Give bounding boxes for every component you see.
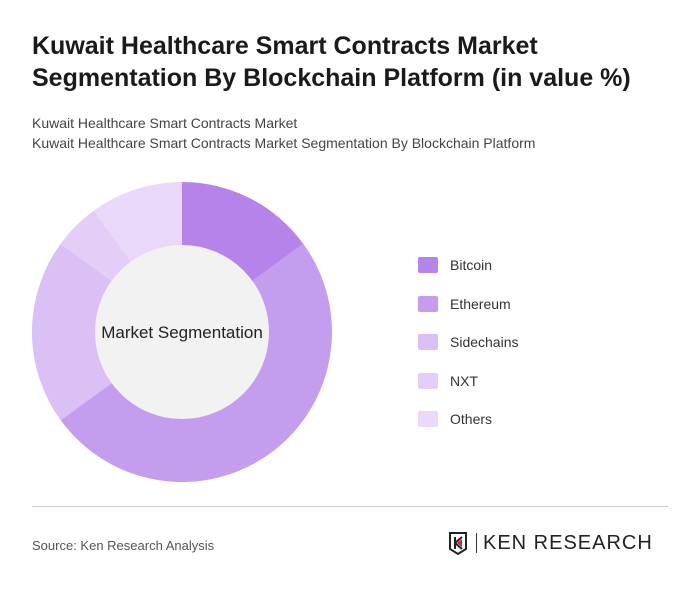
divider: [32, 506, 668, 507]
chart-title: Kuwait Healthcare Smart Contracts Market…: [32, 32, 631, 92]
donut-chart: Market Segmentation: [31, 182, 332, 483]
logo-text: KEN RESEARCH: [476, 533, 653, 553]
subtitle-market: Kuwait Healthcare Smart Contracts Market: [32, 115, 298, 131]
legend-label: Ethereum: [450, 295, 511, 312]
ken-logo-icon: [449, 532, 467, 555]
legend-item-others: Others: [418, 400, 519, 439]
legend: Bitcoin Ethereum Sidechains NXT Others: [418, 246, 519, 439]
center-label: Market Segmentation: [101, 323, 263, 342]
legend-swatch: [418, 295, 438, 312]
source-note: Source: Ken Research Analysis: [32, 538, 215, 553]
subtitle-segmentation: Kuwait Healthcare Smart Contracts Market…: [32, 135, 536, 151]
legend-swatch: [418, 411, 438, 428]
legend-swatch: [418, 257, 438, 274]
legend-item-bitcoin: Bitcoin: [418, 246, 519, 285]
legend-item-nxt: NXT: [418, 362, 519, 401]
legend-item-sidechains: Sidechains: [418, 323, 519, 362]
legend-label: Bitcoin: [450, 257, 493, 274]
donut-center: [95, 245, 269, 419]
legend-label: Others: [450, 411, 493, 428]
legend-label: NXT: [450, 372, 478, 389]
ken-research-logo: KEN RESEARCH: [448, 531, 653, 555]
legend-swatch: [418, 372, 438, 389]
legend-item-ethereum: Ethereum: [418, 285, 519, 324]
legend-label: Sidechains: [450, 334, 519, 351]
legend-swatch: [418, 334, 438, 351]
